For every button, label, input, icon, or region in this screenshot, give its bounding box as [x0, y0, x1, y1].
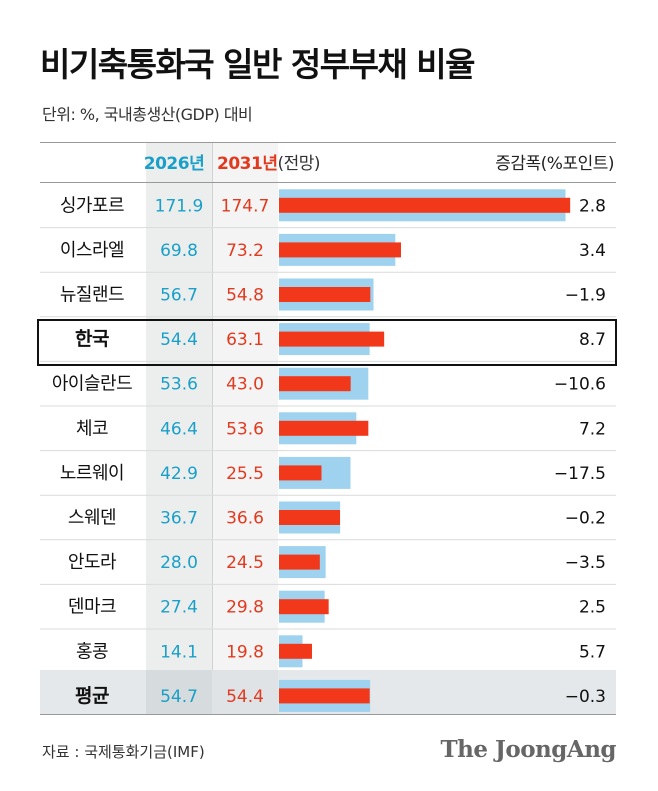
unit-subtitle: 단위: %, 국내총생산(GDP) 대비 — [42, 105, 253, 124]
value-label-2031: 24.5 — [226, 553, 264, 573]
value-label-2031: 19.8 — [226, 642, 264, 662]
header-change: 증감폭(%포인트) — [495, 154, 614, 174]
bar-2031 — [279, 420, 369, 436]
category-label: 체코 — [76, 418, 108, 439]
category-label: 한국 — [75, 328, 109, 350]
chart-title: 비기축통화국 일반 정부부채 비율 — [40, 45, 476, 84]
change-label: −0.3 — [565, 687, 606, 707]
category-label: 뉴질랜드 — [60, 285, 124, 306]
value-label-2026: 14.1 — [160, 642, 198, 662]
header-2026: 2026년 — [143, 154, 205, 174]
bar-2031 — [279, 197, 571, 213]
publisher-logo: The JoongAng — [440, 736, 617, 763]
category-label: 홍콩 — [76, 641, 108, 662]
bar-2031 — [279, 554, 320, 570]
value-label-2031: 54.4 — [226, 687, 264, 707]
category-label: 안도라 — [68, 552, 117, 573]
change-label: −10.6 — [554, 375, 606, 395]
column-divider — [212, 143, 213, 715]
change-label: −0.2 — [565, 509, 606, 529]
category-label: 덴마크 — [68, 597, 116, 618]
bar-2031 — [279, 465, 322, 481]
column-shade-2026 — [146, 143, 213, 715]
value-label-2026: 53.6 — [160, 375, 198, 395]
value-label-2031: 29.8 — [226, 598, 264, 618]
bar-2031 — [279, 242, 401, 258]
average-row-shade-2026 — [146, 670, 212, 714]
category-label: 이스라엘 — [60, 240, 124, 261]
value-label-2031: 36.6 — [226, 509, 264, 529]
top-rule — [40, 142, 616, 143]
value-label-2031: 174.7 — [221, 196, 270, 216]
change-label: 2.8 — [579, 196, 606, 216]
value-label-2026: 27.4 — [160, 598, 198, 618]
source-note: 자료 : 국제통화기금(IMF) — [42, 743, 205, 761]
value-label-2026: 28.0 — [160, 553, 198, 573]
change-label: 3.4 — [579, 241, 606, 261]
header-2031-year: 2031년 — [217, 154, 278, 174]
value-label-2031: 63.1 — [226, 330, 264, 350]
value-label-2026: 54.4 — [160, 330, 198, 350]
bottom-rule — [40, 714, 616, 715]
bar-2031 — [279, 688, 370, 704]
change-label: −3.5 — [565, 553, 606, 573]
category-label: 아이슬란드 — [52, 374, 132, 395]
value-label-2031: 54.8 — [226, 286, 264, 306]
value-label-2026: 171.9 — [155, 196, 204, 216]
category-label: 스웨덴 — [68, 508, 116, 529]
value-label-2026: 42.9 — [160, 464, 198, 484]
value-label-2031: 73.2 — [226, 241, 264, 261]
value-label-2031: 25.5 — [226, 464, 264, 484]
value-label-2031: 53.6 — [226, 419, 264, 439]
bar-2031 — [279, 376, 351, 392]
change-label: 8.7 — [579, 330, 606, 350]
bar-2031 — [279, 643, 312, 659]
bar-2031 — [279, 510, 340, 525]
column-shade-2031 — [212, 143, 278, 715]
change-label: 7.2 — [579, 419, 606, 439]
header-2031: 2031년(전망) — [217, 149, 321, 174]
change-label: −1.9 — [565, 286, 606, 306]
change-label: 2.5 — [579, 598, 606, 618]
change-label: 5.7 — [579, 642, 606, 662]
category-label: 싱가포르 — [60, 195, 124, 216]
header-2031-note: (전망) — [277, 154, 321, 174]
header-rule — [40, 182, 616, 183]
change-label: −17.5 — [554, 464, 606, 484]
bar-2031 — [279, 599, 329, 615]
category-label: 노르웨이 — [60, 463, 124, 484]
value-label-2026: 46.4 — [160, 419, 198, 439]
value-label-2031: 43.0 — [226, 375, 264, 395]
korea-highlight-box — [37, 319, 617, 366]
value-label-2026: 54.7 — [160, 687, 198, 707]
average-row-shade-2031 — [212, 670, 278, 714]
category-label: 평균 — [75, 685, 109, 707]
value-label-2026: 56.7 — [160, 286, 198, 306]
bar-2031 — [279, 287, 371, 302]
value-label-2026: 69.8 — [160, 241, 198, 261]
value-label-2026: 36.7 — [160, 509, 198, 529]
bar-2031 — [279, 331, 385, 347]
